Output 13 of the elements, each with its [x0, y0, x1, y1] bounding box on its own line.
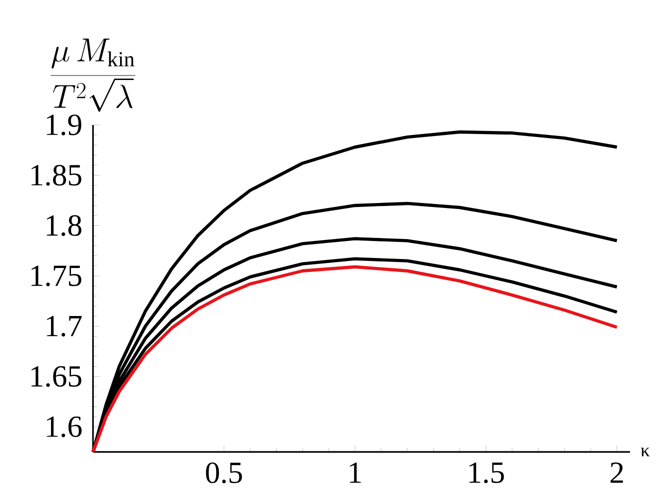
y-tick-label: 1.9: [46, 114, 82, 136]
y-tick-label: 1.65: [32, 366, 82, 387]
x-tick-label: 2: [610, 462, 623, 483]
y-tick-label: 1.75: [32, 266, 82, 286]
x-tick-label: 1: [350, 462, 361, 483]
x-axis-title: κ: [640, 448, 650, 456]
y-tick-label: 1.7: [46, 316, 82, 337]
x-tick-label: 1.5: [469, 462, 504, 484]
x-tick-label: 0.5: [206, 462, 242, 484]
y-tick-label: 1.6: [46, 416, 82, 438]
y-tick-label: 1.85: [32, 164, 82, 186]
y-tick-label: 1.8: [46, 215, 82, 236]
y-axis-title: $\frac{\mu\, M_{\mathrm{kin}}}{T^2 \sqrt{\lambda}}$: [50, 38, 136, 112]
